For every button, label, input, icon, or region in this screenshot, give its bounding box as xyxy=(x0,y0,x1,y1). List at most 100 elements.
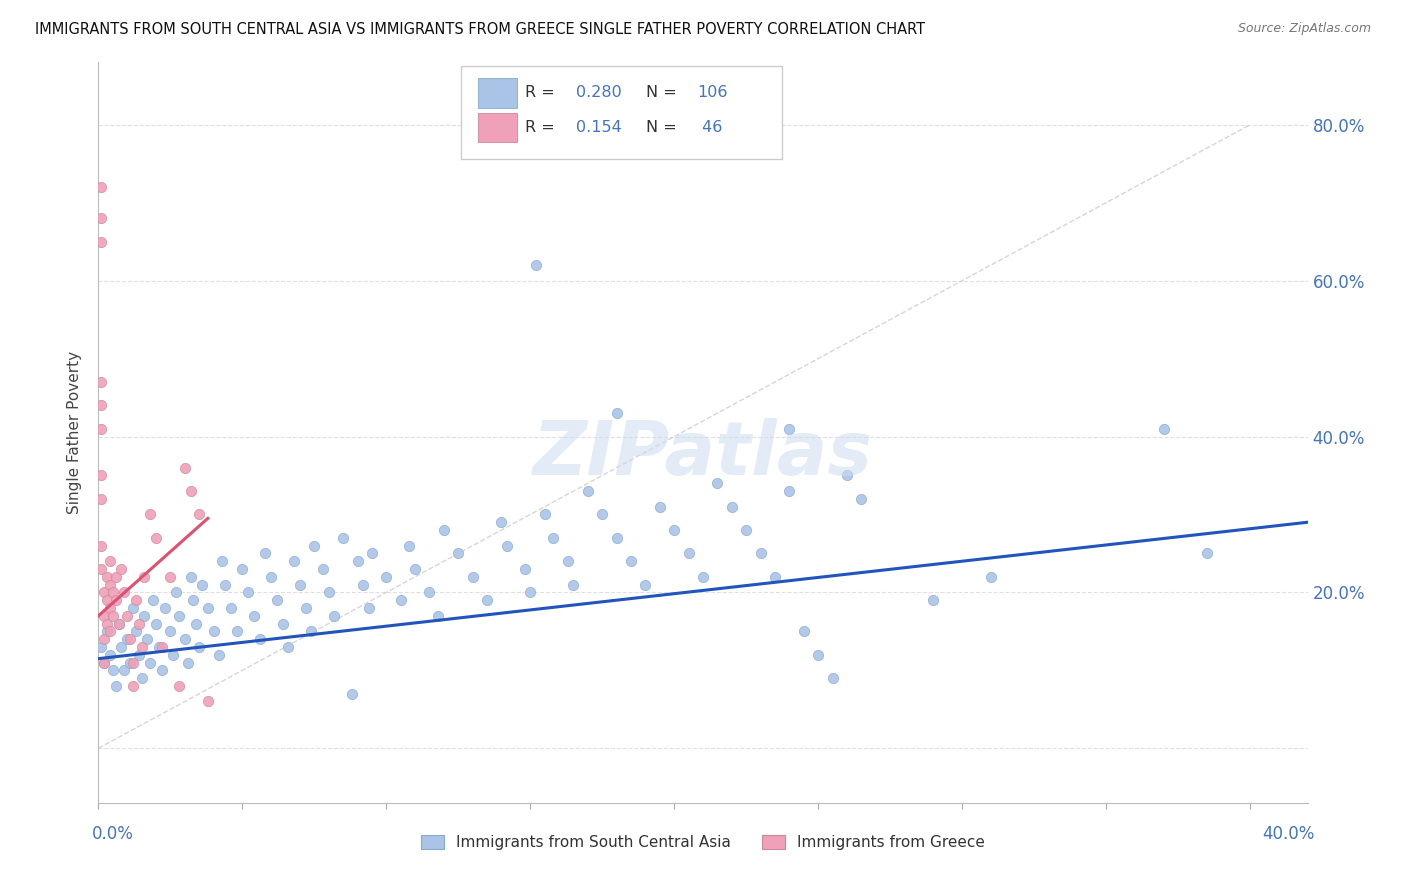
Point xyxy=(749,546,772,560)
Point xyxy=(236,585,259,599)
Point xyxy=(634,577,657,591)
Text: 46: 46 xyxy=(697,120,723,135)
Point xyxy=(260,570,283,584)
Point xyxy=(524,258,547,272)
Point xyxy=(404,562,426,576)
Point xyxy=(735,523,758,537)
Point xyxy=(678,546,700,560)
Point xyxy=(159,624,181,639)
Point xyxy=(96,593,118,607)
Point xyxy=(692,570,714,584)
Point xyxy=(980,570,1002,584)
Point xyxy=(176,656,198,670)
Point xyxy=(197,601,219,615)
Point xyxy=(375,570,398,584)
Point xyxy=(821,671,844,685)
Point xyxy=(139,656,162,670)
Point xyxy=(249,632,271,647)
Point xyxy=(98,577,121,591)
Point xyxy=(167,608,190,623)
Point xyxy=(191,577,214,591)
Point xyxy=(101,608,124,623)
Point xyxy=(131,671,153,685)
Text: 0.154: 0.154 xyxy=(576,120,621,135)
Point xyxy=(1195,546,1218,560)
Point xyxy=(145,531,167,545)
Point xyxy=(131,640,153,654)
Point xyxy=(153,601,176,615)
Point xyxy=(271,616,294,631)
Point xyxy=(165,585,187,599)
Point xyxy=(254,546,277,560)
Point xyxy=(301,624,323,639)
Point xyxy=(122,679,145,693)
Point xyxy=(125,624,148,639)
Point xyxy=(807,648,830,662)
Point xyxy=(720,500,742,514)
Point xyxy=(433,523,456,537)
Text: N =: N = xyxy=(647,86,682,100)
Point xyxy=(104,570,127,584)
Point xyxy=(107,616,129,631)
Point xyxy=(447,546,470,560)
Point xyxy=(93,656,115,670)
Point xyxy=(778,422,800,436)
Point xyxy=(134,608,156,623)
Point xyxy=(90,491,112,506)
Point xyxy=(101,585,124,599)
Point xyxy=(104,593,127,607)
Point xyxy=(851,491,873,506)
Text: 0.280: 0.280 xyxy=(576,86,621,100)
Point xyxy=(340,687,363,701)
Point xyxy=(793,624,815,639)
Point xyxy=(180,484,202,499)
Point xyxy=(288,577,311,591)
Text: ZIPatlas: ZIPatlas xyxy=(533,418,873,491)
Point xyxy=(96,570,118,584)
Point xyxy=(231,562,253,576)
Point xyxy=(148,640,170,654)
Point xyxy=(398,539,420,553)
Point xyxy=(225,624,247,639)
Point xyxy=(112,585,135,599)
FancyBboxPatch shape xyxy=(478,112,517,143)
Point xyxy=(150,663,173,677)
Point xyxy=(90,235,112,249)
Text: Source: ZipAtlas.com: Source: ZipAtlas.com xyxy=(1237,22,1371,36)
Text: 40.0%: 40.0% xyxy=(1263,825,1315,843)
Point xyxy=(576,484,599,499)
Point xyxy=(591,508,613,522)
Point xyxy=(357,601,380,615)
Point xyxy=(115,608,138,623)
Point xyxy=(145,616,167,631)
Text: N =: N = xyxy=(647,120,682,135)
Point xyxy=(134,570,156,584)
Point xyxy=(835,468,858,483)
Point xyxy=(620,554,643,568)
Point xyxy=(128,616,150,631)
Point xyxy=(120,632,142,647)
Point xyxy=(496,539,519,553)
Text: IMMIGRANTS FROM SOUTH CENTRAL ASIA VS IMMIGRANTS FROM GREECE SINGLE FATHER POVER: IMMIGRANTS FROM SOUTH CENTRAL ASIA VS IM… xyxy=(35,22,925,37)
Point xyxy=(98,624,121,639)
Point xyxy=(418,585,440,599)
Point xyxy=(778,484,800,499)
Point xyxy=(90,398,112,412)
Point xyxy=(110,640,132,654)
Point xyxy=(101,663,124,677)
Point xyxy=(277,640,299,654)
Point xyxy=(706,476,728,491)
Point xyxy=(318,585,340,599)
Point xyxy=(90,562,112,576)
FancyBboxPatch shape xyxy=(478,78,517,108)
Point xyxy=(96,624,118,639)
Point xyxy=(606,531,628,545)
Point xyxy=(219,601,242,615)
Point xyxy=(389,593,412,607)
Point xyxy=(162,648,184,662)
Point xyxy=(427,608,450,623)
Point xyxy=(90,211,112,226)
Point xyxy=(211,554,233,568)
Point xyxy=(562,577,585,591)
Point xyxy=(136,632,159,647)
